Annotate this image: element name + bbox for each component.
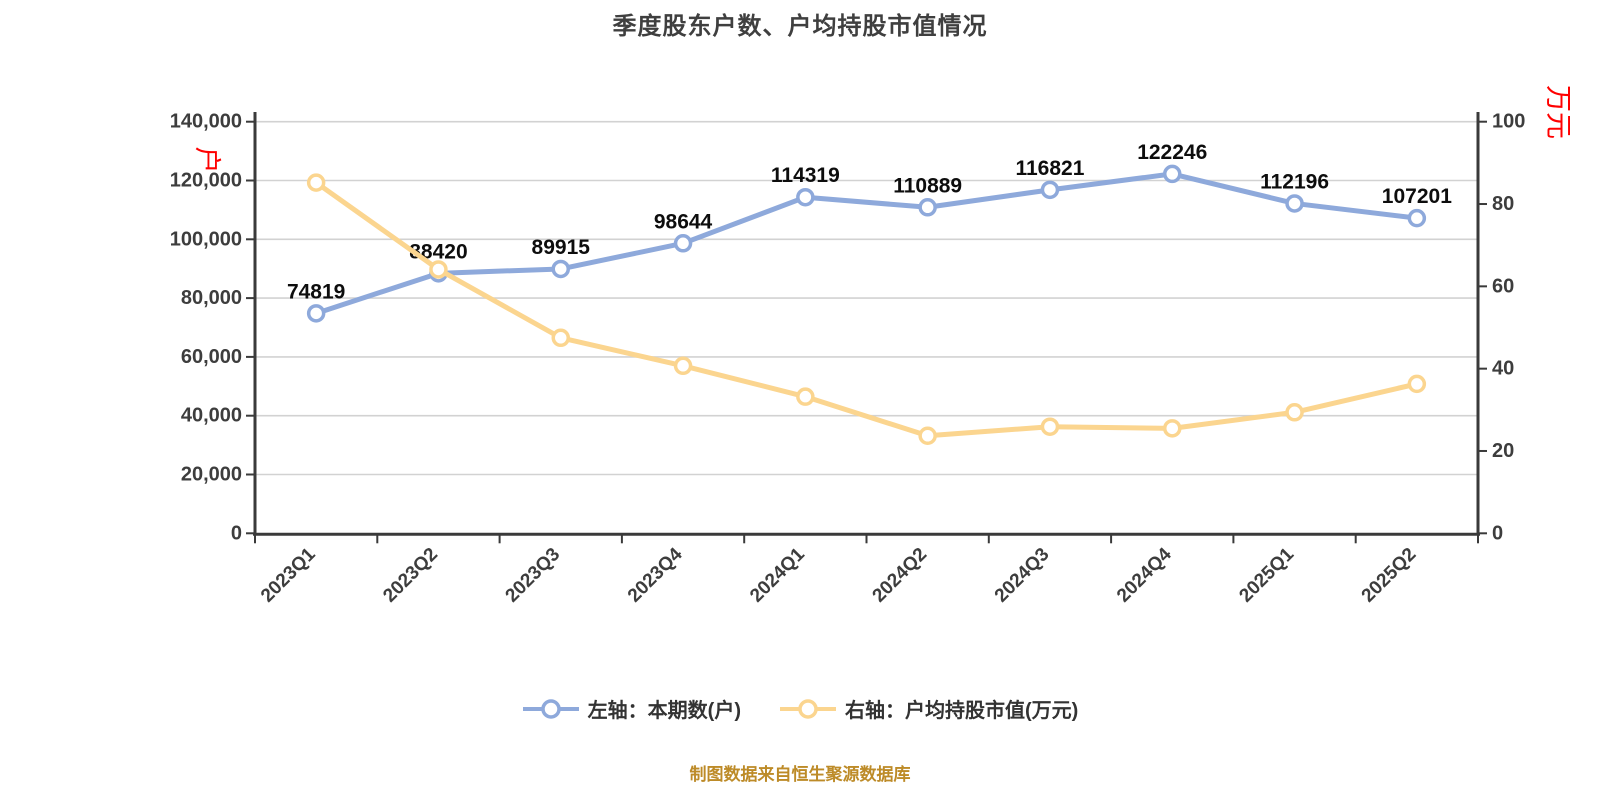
data-label: 98644 xyxy=(654,210,713,233)
data-label: 88420 xyxy=(409,240,467,263)
right-axis-tick-label: 80 xyxy=(1492,193,1514,215)
data-label: 116821 xyxy=(1015,157,1084,180)
data-point[interactable] xyxy=(796,387,815,406)
left-axis-tick-label: 40,000 xyxy=(181,405,242,427)
data-point[interactable] xyxy=(1285,194,1304,213)
data-point[interactable] xyxy=(796,187,815,207)
data-point[interactable] xyxy=(306,173,326,192)
right-axis-tick-label: 0 xyxy=(1492,522,1503,544)
legend-marker-line-circle-icon xyxy=(780,698,836,719)
x-axis-category-label: 2023Q2 xyxy=(379,544,442,607)
data-point[interactable] xyxy=(429,260,448,279)
right-axis-tick-label: 40 xyxy=(1492,358,1514,380)
x-axis-category-label: 2025Q1 xyxy=(1235,544,1298,607)
data-point[interactable] xyxy=(1163,164,1182,184)
right-axis-tick-label: 60 xyxy=(1492,275,1514,297)
data-label: 114319 xyxy=(771,164,840,187)
legend-label-shareholder-count: 左轴：本期数(户) xyxy=(587,700,741,722)
x-axis-category-label: 2024Q2 xyxy=(869,544,932,607)
left-axis-tick-label: 0 xyxy=(231,522,242,544)
data-source-note: 制图数据来自恒生聚源数据库 xyxy=(689,765,911,784)
data-point[interactable] xyxy=(551,259,570,279)
data-point[interactable] xyxy=(1285,403,1304,422)
x-axis-category-label: 2023Q1 xyxy=(257,544,320,607)
x-axis-category-label: 2024Q3 xyxy=(991,544,1054,607)
x-axis-category-label: 2024Q1 xyxy=(746,544,809,607)
data-point[interactable] xyxy=(1163,419,1182,438)
data-label: 110889 xyxy=(893,174,962,197)
data-point[interactable] xyxy=(673,234,693,253)
data-label: 74819 xyxy=(287,280,345,303)
data-label: 89915 xyxy=(532,236,591,259)
x-axis-category-label: 2024Q4 xyxy=(1113,544,1176,607)
left-axis-tick-label: 100,000 xyxy=(170,228,242,250)
legend-label-avg-market-value: 右轴：户均持股市值(万元) xyxy=(845,700,1079,722)
data-point[interactable] xyxy=(918,426,937,446)
legend-marker-line-circle-icon xyxy=(522,698,579,719)
data-point[interactable] xyxy=(1040,180,1060,200)
data-point[interactable] xyxy=(551,328,570,348)
x-axis-category-label: 2023Q3 xyxy=(502,544,565,607)
series-line-shareholder-count xyxy=(313,171,1420,316)
left-axis-tick-label: 20,000 xyxy=(181,464,242,486)
right-axis-tick-label: 100 xyxy=(1492,111,1525,133)
chart-title: 季度股东户数、户均持股市值情况 xyxy=(612,13,988,40)
left-axis-tick-label: 120,000 xyxy=(170,170,242,192)
data-label: 122246 xyxy=(1137,141,1207,164)
legend-item-shareholder-count[interactable]: 左轴：本期数(户) xyxy=(522,694,741,723)
left-axis-tick-label: 80,000 xyxy=(181,287,242,309)
data-label: 107201 xyxy=(1382,185,1452,208)
data-point[interactable] xyxy=(673,356,693,376)
data-point[interactable] xyxy=(1040,417,1060,436)
right-axis-tick-label: 20 xyxy=(1492,440,1514,462)
left-axis-tick-label: 60,000 xyxy=(181,346,242,368)
data-point[interactable] xyxy=(306,304,326,323)
x-axis-category-label: 2025Q2 xyxy=(1358,544,1421,607)
data-point[interactable] xyxy=(1407,374,1427,394)
right-axis-unit-label: 万元 xyxy=(1543,85,1573,139)
x-axis-category-label: 2023Q4 xyxy=(624,544,687,607)
series-line-avg-market-value xyxy=(313,180,1420,439)
chart-legend: 左轴：本期数(户) 右轴：户均持股市值(万元) xyxy=(0,694,1600,723)
legend-item-avg-market-value[interactable]: 右轴：户均持股市值(万元) xyxy=(779,694,1078,723)
data-label: 112196 xyxy=(1260,170,1329,193)
left-axis-unit-label: 户 xyxy=(192,147,222,174)
data-point[interactable] xyxy=(918,198,937,217)
data-point[interactable] xyxy=(1407,208,1427,228)
left-axis-tick-label: 140,000 xyxy=(170,111,242,133)
